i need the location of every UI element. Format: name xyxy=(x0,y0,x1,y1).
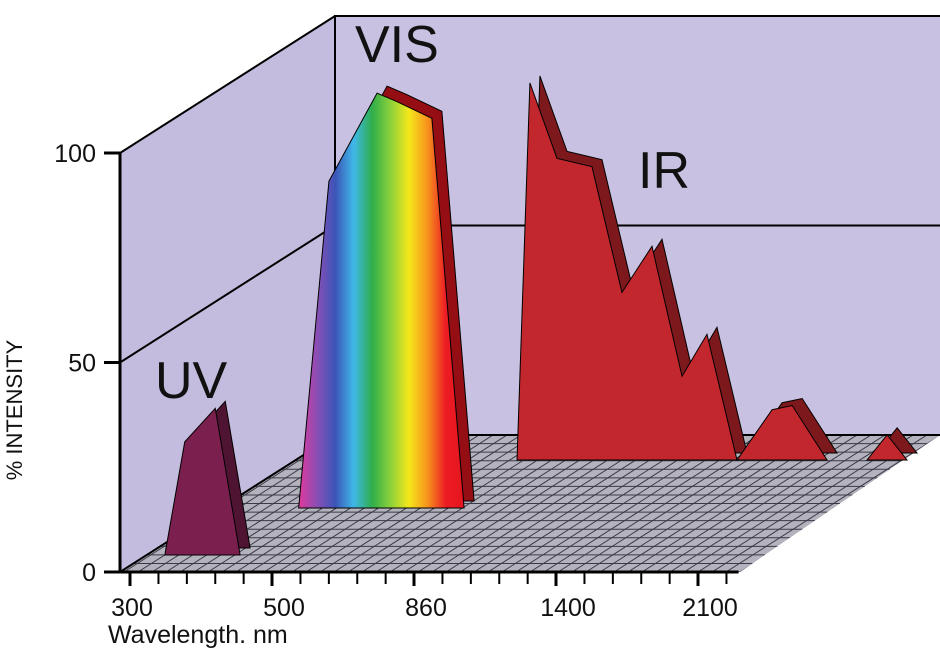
x-tick-label: 500 xyxy=(263,594,305,622)
x-tick-label: 860 xyxy=(405,594,447,622)
y-axis-title: % INTENSITY xyxy=(2,339,27,480)
x-tick-label: 2100 xyxy=(682,594,738,622)
y-tick-label: 50 xyxy=(68,350,96,378)
band-label: VIS xyxy=(355,16,439,74)
band-label: UV xyxy=(155,352,228,410)
chart: 0 50 100 300 500 860 1400 2100 UV VIS IR % INTENS… xyxy=(0,0,940,662)
x-tick-label: 300 xyxy=(111,594,153,622)
y-tick-label: 0 xyxy=(82,559,96,587)
x-axis-title: Wavelength. nm xyxy=(108,621,288,649)
band-label: IR xyxy=(638,142,690,200)
y-tick-label: 100 xyxy=(54,140,96,168)
x-tick-label: 1400 xyxy=(540,594,596,622)
